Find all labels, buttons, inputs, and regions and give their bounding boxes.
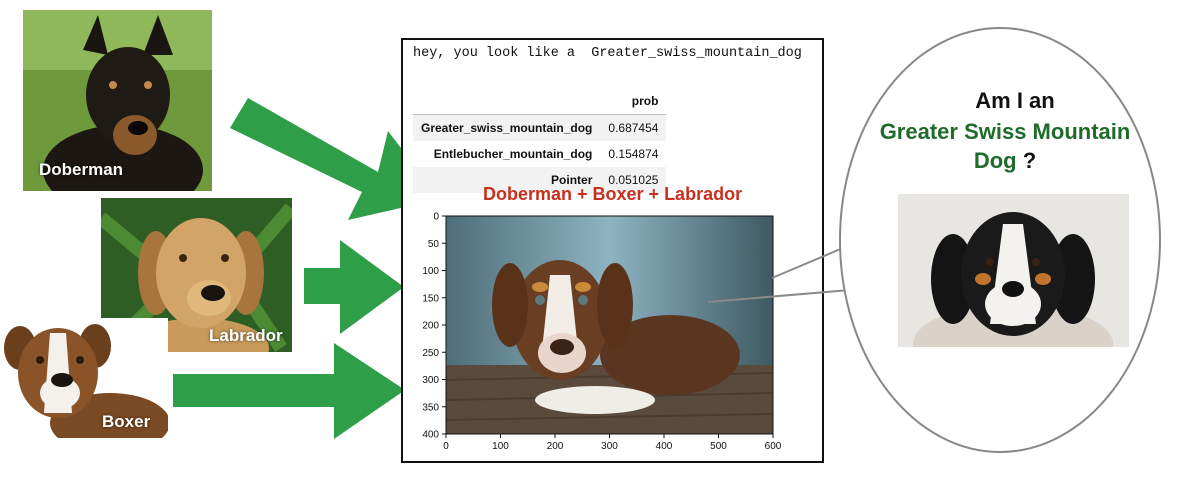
table-row: Greater_swiss_mountain_dog 0.687454 <box>413 114 667 141</box>
boxer-illustration <box>0 318 168 438</box>
swiss-mountain-dog-photo <box>898 194 1129 347</box>
breed-cell: Entlebucher_mountain_dog <box>433 147 593 161</box>
y-tick-label: 200 <box>422 321 439 332</box>
y-tick-label: 150 <box>422 293 439 304</box>
prediction-output-text: hey, you look like a Greater_swiss_mount… <box>413 46 802 61</box>
y-tick-label: 300 <box>422 375 439 386</box>
prob-cell: 0.687454 <box>600 114 667 141</box>
swiss-mountain-dog-illustration <box>898 194 1129 347</box>
bubble-breed-text: Greater Swiss Mountain Dog ? <box>860 117 1150 175</box>
y-tick-label: 100 <box>422 266 439 277</box>
x-tick-label: 0 <box>443 441 449 452</box>
image-plot: 0 100 200 300 400 500 600 0 50 100 150 200 250 300 350… <box>422 212 781 453</box>
boxer-label: Boxer <box>102 412 151 431</box>
y-tick-label: 250 <box>422 348 439 359</box>
prob-column-header: prob <box>631 94 659 108</box>
y-tick-label: 0 <box>433 212 439 223</box>
puppy-image <box>445 216 774 434</box>
y-tick-label: 400 <box>422 430 439 441</box>
table-header-row: prob <box>413 92 667 115</box>
prob-cell: 0.154874 <box>608 147 659 161</box>
bubble-breed-line-a: Greater Swiss Mountain <box>879 119 1131 144</box>
doberman-photo: Doberman <box>23 10 212 191</box>
prob-cell: 0.051025 <box>600 167 667 193</box>
y-tick-label: 50 <box>428 239 440 250</box>
x-tick-label: 600 <box>765 441 782 452</box>
doberman-illustration <box>23 10 212 191</box>
x-tick-label: 200 <box>547 441 564 452</box>
doberman-label: Doberman <box>39 160 124 179</box>
labrador-label: Labrador <box>209 326 283 345</box>
mix-title: Doberman + Boxer + Labrador <box>483 184 743 204</box>
bubble-breed-line-b-wrap: Dog ? <box>860 146 1150 175</box>
breed-cell: Pointer <box>413 167 601 193</box>
x-tick-label: 300 <box>601 441 618 452</box>
arrow-doberman-icon <box>230 98 440 220</box>
y-tick-label: 350 <box>422 402 439 413</box>
bubble-breed-line-b: Dog <box>973 148 1017 173</box>
x-tick-label: 100 <box>492 441 509 452</box>
arrow-labrador-icon <box>304 240 404 334</box>
breed-cell: Greater_swiss_mountain_dog <box>413 114 601 141</box>
x-tick-label: 400 <box>656 441 673 452</box>
table-row: Entlebucher_mountain_dog 0.154874 <box>413 141 666 167</box>
bubble-question-mark: ? <box>1022 148 1037 173</box>
boxer-photo: Boxer <box>0 318 168 438</box>
table-row: Pointer 0.051025 <box>413 167 667 193</box>
plot-axes: 0 100 200 300 400 500 600 0 50 100 150 200 250 300 350… <box>422 212 781 453</box>
arrow-boxer-icon <box>173 343 405 439</box>
probability-table: prob Greater_swiss_mountain_dog 0.687454… <box>413 92 667 193</box>
bubble-question-line: Am I an <box>975 88 1055 113</box>
x-tick-label: 500 <box>710 441 727 452</box>
